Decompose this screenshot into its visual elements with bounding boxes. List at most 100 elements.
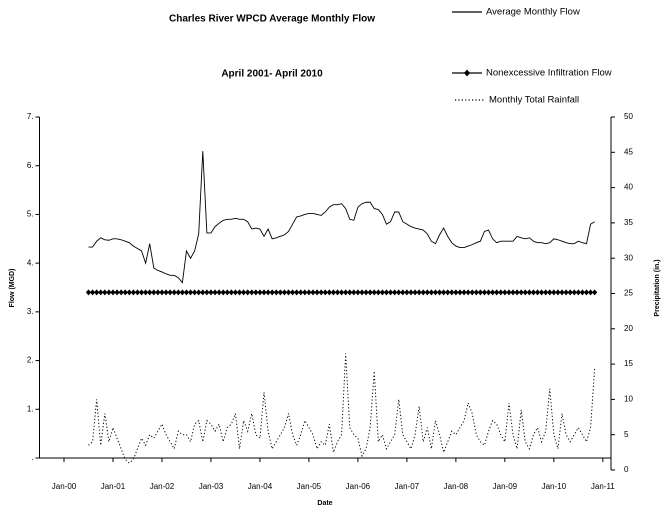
series-marker — [416, 289, 422, 296]
legend-label: Average Monthly Flow — [486, 7, 580, 18]
series-marker — [571, 289, 577, 296]
y-tick-label: 3. — [27, 307, 34, 316]
y2-tick-label: 10 — [624, 395, 633, 404]
series-marker — [232, 289, 239, 296]
series-marker — [392, 289, 398, 296]
series-marker — [94, 289, 100, 296]
series-marker — [473, 289, 479, 296]
series-marker — [208, 289, 214, 296]
series-marker — [147, 289, 153, 296]
series-marker — [338, 289, 345, 296]
series-marker — [159, 289, 165, 296]
series-marker — [261, 289, 267, 296]
x-tick-label: Jan-00 — [52, 482, 77, 491]
y-tick-label: . — [31, 453, 33, 462]
series-marker — [424, 289, 430, 296]
series-marker — [106, 289, 112, 296]
x-tick-label: Jan-05 — [297, 482, 322, 491]
y2-tick-label: 45 — [624, 147, 633, 156]
series-marker — [400, 289, 406, 296]
series-marker — [490, 289, 496, 296]
series-marker — [387, 289, 394, 296]
series-marker — [518, 289, 524, 296]
series-marker — [579, 289, 586, 296]
series-marker — [379, 289, 385, 296]
series-line — [88, 353, 596, 464]
series-marker — [510, 289, 516, 296]
series-marker — [539, 289, 545, 296]
series-marker — [102, 289, 108, 296]
series-marker — [212, 289, 218, 296]
series-line — [88, 151, 595, 284]
series-marker — [477, 289, 483, 296]
y2-tick-label: 20 — [624, 324, 633, 333]
series-marker — [432, 289, 439, 296]
series-marker — [428, 289, 434, 296]
y2-axis-title: Precipitation (in.) — [654, 259, 661, 316]
series-marker — [85, 289, 92, 296]
series-marker — [506, 289, 512, 296]
series-marker — [445, 289, 451, 296]
y-tick-label: 4. — [27, 258, 34, 267]
series-marker — [351, 289, 357, 296]
y2-tick-label: 0 — [624, 465, 629, 474]
x-tick-label: Jan-08 — [444, 482, 469, 491]
series-marker — [551, 289, 557, 296]
y2-tick-label: 15 — [624, 359, 633, 368]
x-tick-label: Jan-02 — [150, 482, 175, 491]
series-marker — [534, 289, 541, 296]
series-marker — [522, 289, 528, 296]
series-marker — [134, 289, 141, 296]
series-marker — [543, 289, 549, 296]
series-marker — [567, 289, 573, 296]
series-marker — [383, 289, 390, 296]
series-marker — [367, 289, 373, 296]
series-marker — [167, 289, 173, 296]
series-marker — [322, 289, 328, 296]
series-marker — [171, 289, 177, 296]
x-tick-label: Jan-10 — [542, 482, 567, 491]
legend-label: Nonexcessive Infiltration Flow — [486, 68, 612, 79]
series-marker — [98, 289, 104, 296]
series-marker — [196, 289, 202, 296]
series-marker — [155, 289, 161, 296]
series-marker — [204, 289, 210, 296]
series-marker — [228, 289, 234, 296]
series-marker — [126, 289, 132, 296]
series-marker — [298, 289, 304, 296]
series-marker — [363, 289, 369, 296]
series-marker — [347, 289, 353, 296]
y2-tick-label: 35 — [624, 218, 633, 227]
series-marker — [547, 289, 553, 296]
series-marker — [138, 289, 145, 296]
series-marker — [302, 289, 308, 296]
x-tick-label: Jan-03 — [199, 482, 224, 491]
series-marker — [465, 289, 471, 296]
series-marker — [404, 289, 410, 296]
series-marker — [314, 289, 320, 296]
series-marker — [371, 289, 377, 296]
series-marker — [187, 289, 194, 296]
y-tick-label: 2. — [27, 356, 34, 365]
series-marker — [485, 289, 492, 296]
series-marker — [420, 289, 426, 296]
series-marker — [469, 289, 475, 296]
series-marker — [257, 289, 263, 296]
series-marker — [265, 289, 271, 296]
series-marker — [514, 289, 520, 296]
legend-label: Monthly Total Rainfall — [489, 95, 579, 106]
y2-tick-label: 30 — [624, 253, 633, 262]
series-marker — [245, 289, 251, 296]
series-marker — [441, 289, 447, 296]
series-marker — [343, 289, 349, 296]
series-marker — [273, 289, 279, 296]
series-marker — [277, 289, 283, 296]
series-marker — [396, 289, 402, 296]
series-marker — [143, 289, 149, 296]
y2-tick-label: 50 — [624, 112, 633, 121]
series-marker — [355, 289, 361, 296]
series-marker — [175, 289, 181, 296]
series-marker — [449, 289, 455, 296]
series-marker — [306, 289, 312, 296]
